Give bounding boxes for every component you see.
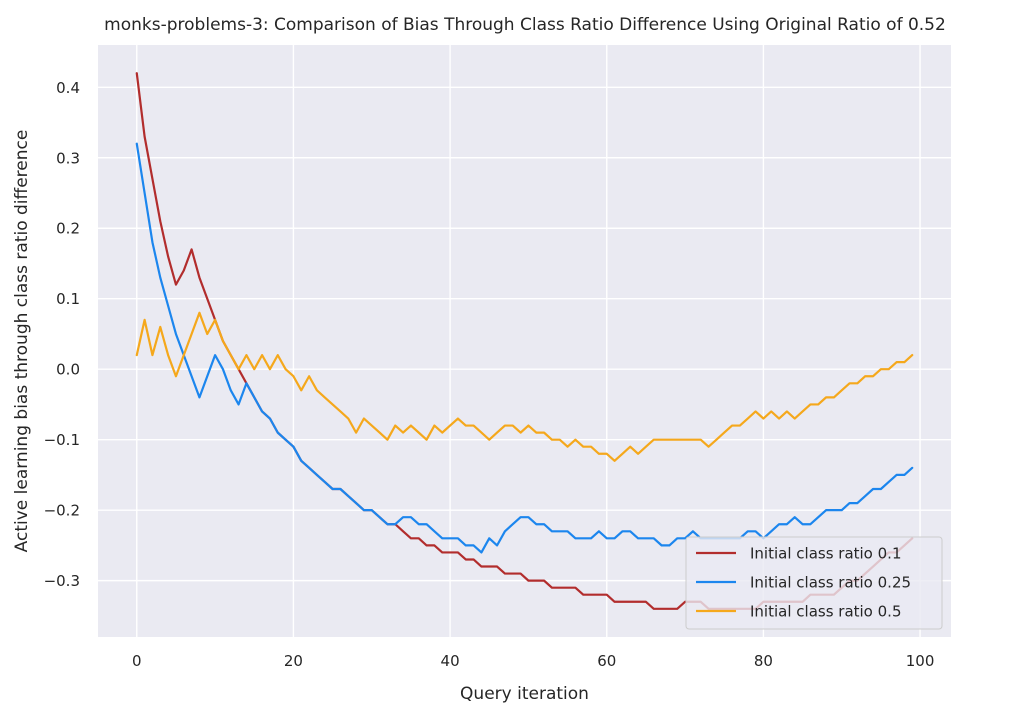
chart-title: monks-problems-3: Comparison of Bias Thr…	[104, 15, 946, 35]
legend: Initial class ratio 0.1 Initial class rat…	[685, 536, 943, 630]
y-tick-label: −0.2	[44, 502, 80, 520]
gridlines	[98, 45, 951, 637]
y-tick-label: 0.4	[56, 79, 80, 97]
legend-label-2: Initial class ratio 0.5	[750, 603, 902, 621]
y-tick-label: 0.3	[56, 149, 80, 167]
x-tick-label: 80	[754, 652, 773, 670]
y-tick-label: 0.2	[56, 220, 80, 238]
y-axis-label: Active learning bias through class ratio…	[12, 130, 32, 553]
legend-label-0: Initial class ratio 0.1	[750, 545, 902, 563]
series-line-2	[135, 311, 914, 462]
x-tick-label: 40	[441, 652, 460, 670]
x-tick-label: 100	[906, 652, 935, 670]
x-axis-ticks: 0 20 40 60 80 100	[132, 652, 934, 670]
y-tick-label: 0.1	[56, 290, 80, 308]
y-axis-ticks: 0.4 0.3 0.2 0.1 0.0 −0.1 −0.2 −0.3	[44, 79, 80, 590]
x-axis-label: Query iteration	[460, 684, 589, 704]
x-tick-label: 20	[284, 652, 303, 670]
y-tick-label: −0.1	[44, 431, 80, 449]
y-tick-label: 0.0	[56, 361, 80, 379]
legend-label-1: Initial class ratio 0.25	[750, 574, 911, 592]
x-tick-label: 60	[597, 652, 616, 670]
x-tick-label: 0	[132, 652, 142, 670]
legend-box	[685, 536, 943, 630]
y-tick-label: −0.3	[44, 572, 80, 590]
series-line-1	[135, 142, 914, 554]
